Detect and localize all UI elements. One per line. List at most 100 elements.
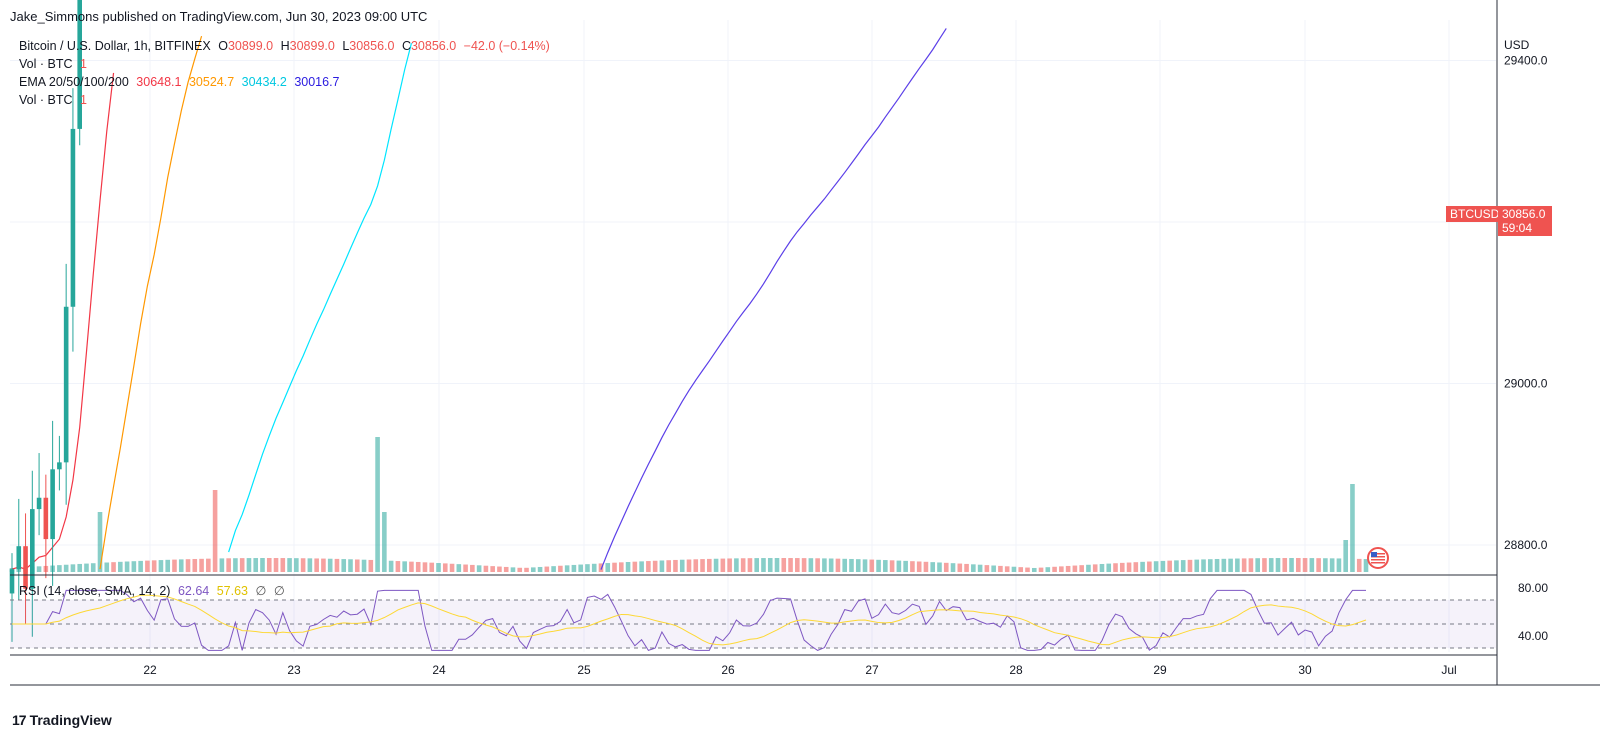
volume-bar <box>165 559 171 572</box>
rsi-pane <box>10 589 1496 651</box>
time-tick: 22 <box>143 663 157 677</box>
volume-bar <box>1106 563 1112 572</box>
volume-value-2: 1 <box>79 93 87 107</box>
volume-bar <box>815 558 820 572</box>
close-value: 30856.0 <box>410 39 457 53</box>
volume-bar <box>1004 566 1010 572</box>
volume-bar <box>517 567 523 572</box>
rsi-value: 62.64 <box>177 584 210 598</box>
candle <box>16 546 22 570</box>
volume-bar <box>558 565 563 572</box>
hidden-eye-icon[interactable]: ∅ <box>255 584 267 598</box>
high-value: 30899.0 <box>289 39 335 53</box>
ema50-value: 30524.7 <box>188 75 235 89</box>
flag-stripe <box>1371 553 1385 555</box>
volume-bar <box>1201 559 1206 572</box>
volume-bar <box>260 558 265 572</box>
flag-stripe <box>1371 559 1385 561</box>
time-tick: 28 <box>1009 663 1023 677</box>
volume-bar <box>700 559 705 572</box>
ema20-value: 30648.1 <box>136 75 182 89</box>
volume-bar <box>544 566 550 572</box>
ema-label: EMA 20/50/100/200 <box>19 75 129 89</box>
volume-bar <box>503 566 509 572</box>
volume-bar <box>896 560 902 572</box>
volume-bar <box>124 561 130 572</box>
volume-bar <box>808 558 814 572</box>
time-tick: 30 <box>1298 663 1312 677</box>
candle <box>50 469 55 540</box>
volume-bar <box>145 560 150 572</box>
volume-bar <box>442 563 448 572</box>
volume-bar <box>253 558 259 572</box>
open-value: 30899.0 <box>227 39 274 53</box>
tradingview-logo[interactable]: 17 TradingView <box>12 712 112 728</box>
volume-bar <box>1255 558 1260 572</box>
volume-bar <box>280 558 286 572</box>
low-value: 30856.0 <box>349 39 395 53</box>
volume-bar <box>172 559 177 572</box>
ema20-line <box>11 72 115 570</box>
volume-bar <box>950 563 956 572</box>
volume-bar <box>679 559 685 572</box>
time-tick: 25 <box>577 663 591 677</box>
volume-bar <box>1336 558 1342 572</box>
rsi-tick: 80.00 <box>1518 581 1548 595</box>
volume-bar <box>774 558 780 572</box>
volume-bar <box>889 560 895 572</box>
volume-bar <box>483 565 489 572</box>
volume-bar <box>612 562 617 572</box>
rsi-line <box>12 589 1366 651</box>
hidden-eye-icon-2[interactable]: ∅ <box>273 584 285 598</box>
volume-bar <box>1248 558 1254 572</box>
volume-bar <box>1160 560 1166 572</box>
candles <box>9 0 82 642</box>
volume-legend-2[interactable]: Vol · BTC 1 <box>19 93 91 107</box>
volume-bar <box>1289 558 1294 572</box>
brand-name: TradingView <box>29 712 112 728</box>
volume-bar <box>151 560 157 572</box>
volume-bar <box>497 566 502 572</box>
volume-bar <box>693 559 699 572</box>
candle <box>9 569 15 594</box>
price-tick: 29400.0 <box>1504 54 1548 68</box>
volume-bar <box>1072 565 1078 572</box>
volume-bar <box>1356 558 1362 572</box>
volume-bar <box>1316 558 1321 572</box>
rsi-sma-value: 57.63 <box>216 584 248 598</box>
volume-bar <box>111 562 116 572</box>
us-flag-icon <box>1367 547 1389 569</box>
volume-bar <box>36 566 42 572</box>
volume-bar <box>781 558 787 572</box>
volume-bar <box>537 566 543 572</box>
volume-bar <box>185 559 191 572</box>
rsi-legend[interactable]: RSI (14, close, SMA, 14, 2) 62.64 57.63 … <box>19 583 289 598</box>
volume-value: 1 <box>79 57 87 71</box>
volume-bar <box>1099 563 1105 572</box>
ema-legend[interactable]: EMA 20/50/100/200 30648.1 30524.7 30434.… <box>19 75 344 89</box>
volume-bar <box>619 562 624 572</box>
volume-bar <box>1167 560 1172 572</box>
volume-bar <box>1262 558 1267 572</box>
volume-bar <box>578 564 583 572</box>
volume-bar <box>666 560 671 572</box>
symbol-name[interactable]: Bitcoin / U.S. Dollar, 1h, BITFINEX <box>19 39 211 53</box>
volume-bar <box>1079 565 1084 572</box>
volume-bar <box>862 559 868 572</box>
volume-bar <box>307 558 313 572</box>
volume-legend[interactable]: Vol · BTC 1 <box>19 57 91 71</box>
volume-bar <box>849 558 854 572</box>
volume-bar <box>1282 558 1288 572</box>
ema200-value: 30016.7 <box>294 75 340 89</box>
volume-bar <box>192 558 198 572</box>
volume-bar <box>646 561 651 572</box>
volume-bar <box>348 559 353 572</box>
candle <box>36 497 42 510</box>
volume-bar <box>957 563 963 572</box>
volume-bar <box>294 558 299 572</box>
volume-bar <box>178 559 184 572</box>
price-tick: 29000.0 <box>1504 377 1548 391</box>
last-price-label: 30856.0 59:04 <box>1498 206 1552 236</box>
volume-bar <box>490 566 495 572</box>
